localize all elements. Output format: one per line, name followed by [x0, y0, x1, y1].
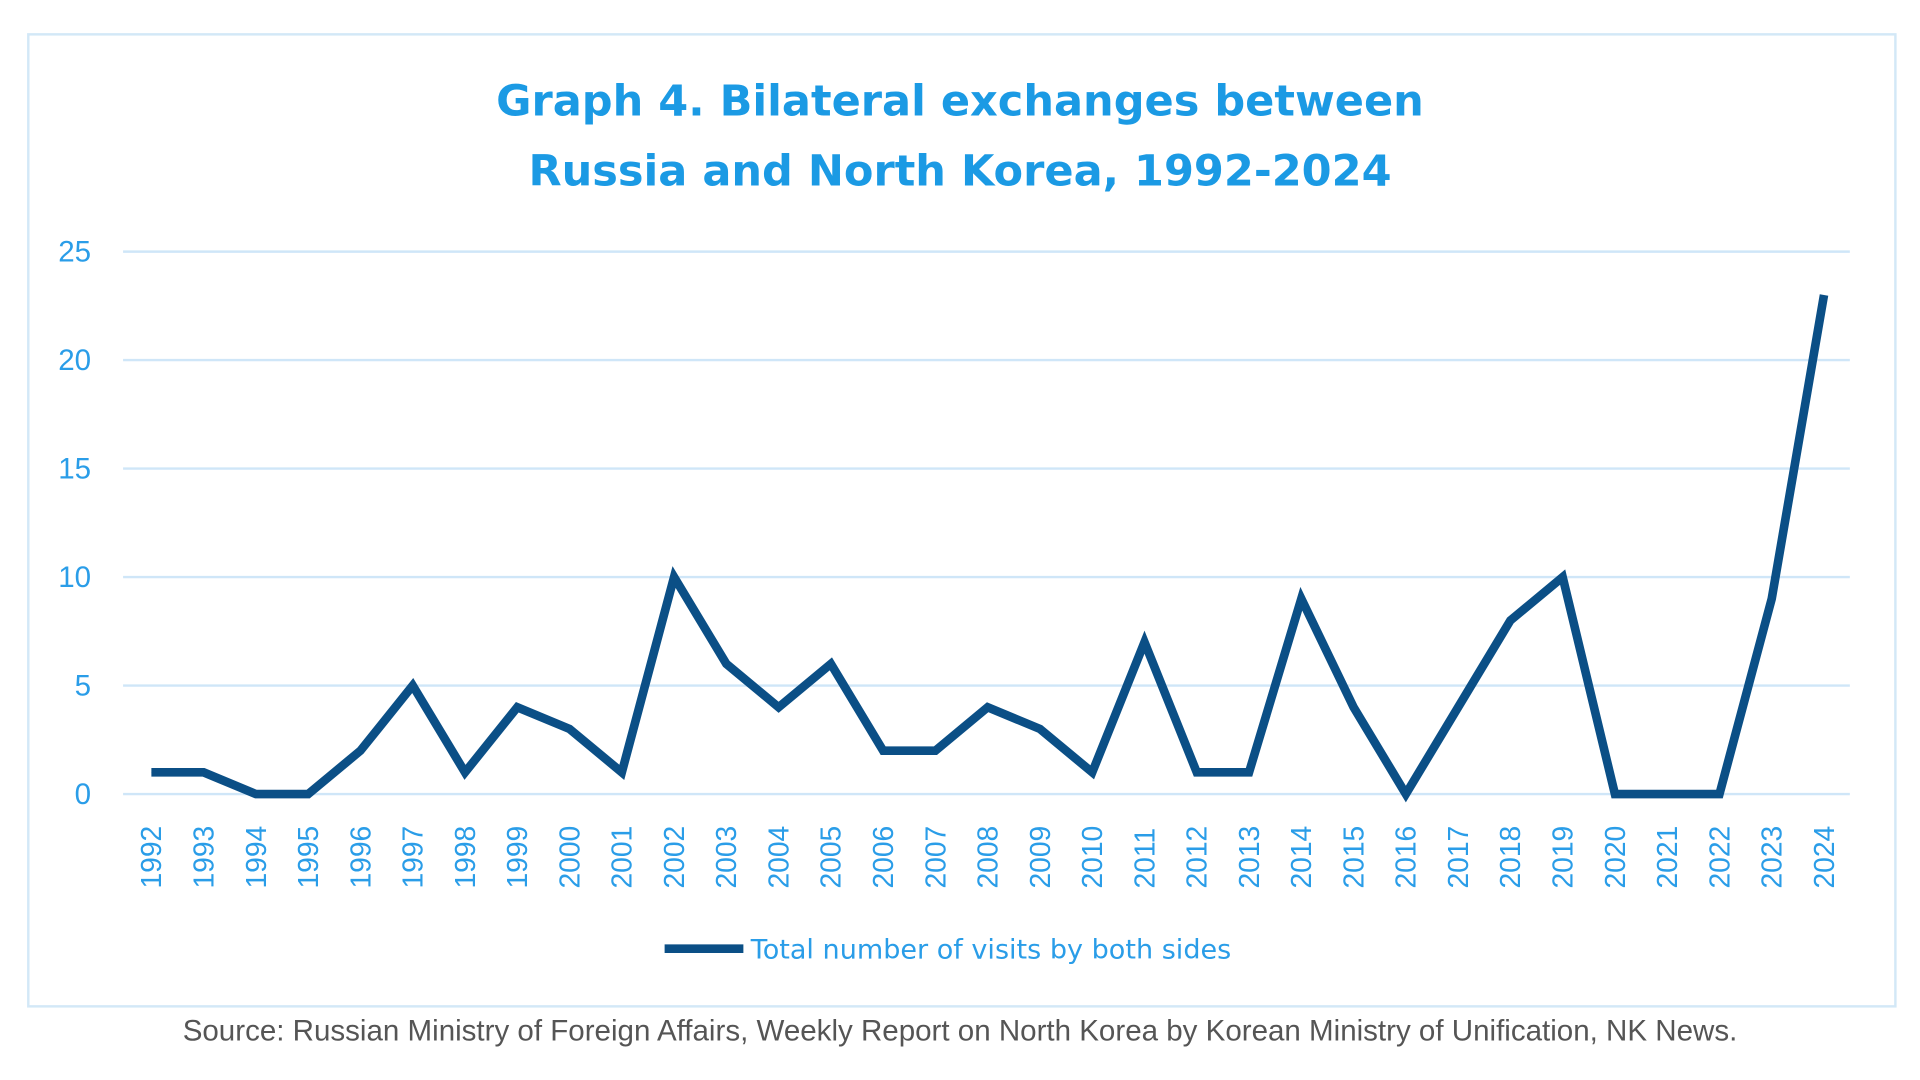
- x-tick-label: 2011: [1128, 828, 1160, 889]
- x-tick-label: 2009: [1024, 826, 1056, 889]
- x-tick-label: 2005: [815, 826, 847, 889]
- x-tick-label: 1993: [187, 826, 219, 889]
- legend-label: Total number of visits by both sides: [750, 935, 1231, 966]
- x-tick-label: 2002: [658, 826, 690, 889]
- x-tick-label: 2019: [1546, 826, 1578, 889]
- x-tick-label: 1992: [135, 826, 167, 889]
- x-tick-label: 2000: [553, 826, 585, 889]
- x-tick-label: 2003: [710, 826, 742, 889]
- x-tick-label: 2015: [1337, 826, 1369, 889]
- x-tick-label: 2012: [1181, 826, 1213, 889]
- y-tick-label: 25: [58, 235, 91, 268]
- x-tick-label: 1996: [344, 826, 376, 889]
- legend: Total number of visits by both sides: [664, 935, 1231, 966]
- x-axis: 1992 1993 1994 1995 1996 1997 1998 1999 2000 2001…: [135, 826, 1840, 889]
- y-tick-label: 15: [58, 452, 91, 485]
- y-axis: 0 5 10 15 20 25: [58, 235, 91, 810]
- x-tick-label: 2018: [1494, 826, 1526, 889]
- x-tick-label: 2013: [1233, 826, 1265, 889]
- x-tick-label: 2021: [1651, 826, 1683, 889]
- x-tick-label: 2017: [1442, 826, 1474, 889]
- x-tick-label: 1995: [292, 826, 324, 889]
- x-tick-label: 2022: [1703, 826, 1735, 889]
- x-tick-label: 2007: [919, 826, 951, 889]
- x-tick-label: 1999: [501, 826, 533, 889]
- y-tick-label: 0: [75, 778, 91, 811]
- x-tick-label: 2014: [1285, 826, 1317, 889]
- x-tick-label: 2006: [867, 826, 899, 889]
- x-tick-label: 1998: [449, 826, 481, 889]
- x-tick-label: 2023: [1756, 826, 1788, 889]
- y-tick-label: 20: [58, 344, 91, 377]
- chart-frame: [27, 33, 1897, 1008]
- x-tick-label: 2020: [1599, 826, 1631, 889]
- x-tick-label: 1997: [397, 826, 429, 889]
- series: [151, 294, 1829, 803]
- x-tick-label: 2016: [1390, 826, 1422, 889]
- chart-title-line-2: Russia and North Korea, 1992-2024: [528, 146, 1391, 196]
- x-tick-label: 2001: [606, 826, 638, 889]
- x-tick-label: 2004: [762, 826, 794, 889]
- source-note: Source: Russian Ministry of Foreign Affa…: [183, 1015, 1738, 1048]
- x-tick-label: 1994: [240, 826, 272, 889]
- y-tick-label: 5: [75, 669, 91, 702]
- chart-title-line-1: Graph 4. Bilateral exchanges between: [496, 76, 1424, 126]
- x-tick-label: 2010: [1076, 826, 1108, 889]
- y-tick-label: 10: [58, 561, 91, 594]
- x-tick-label: 2008: [972, 826, 1004, 889]
- x-tick-label: 2024: [1808, 826, 1840, 889]
